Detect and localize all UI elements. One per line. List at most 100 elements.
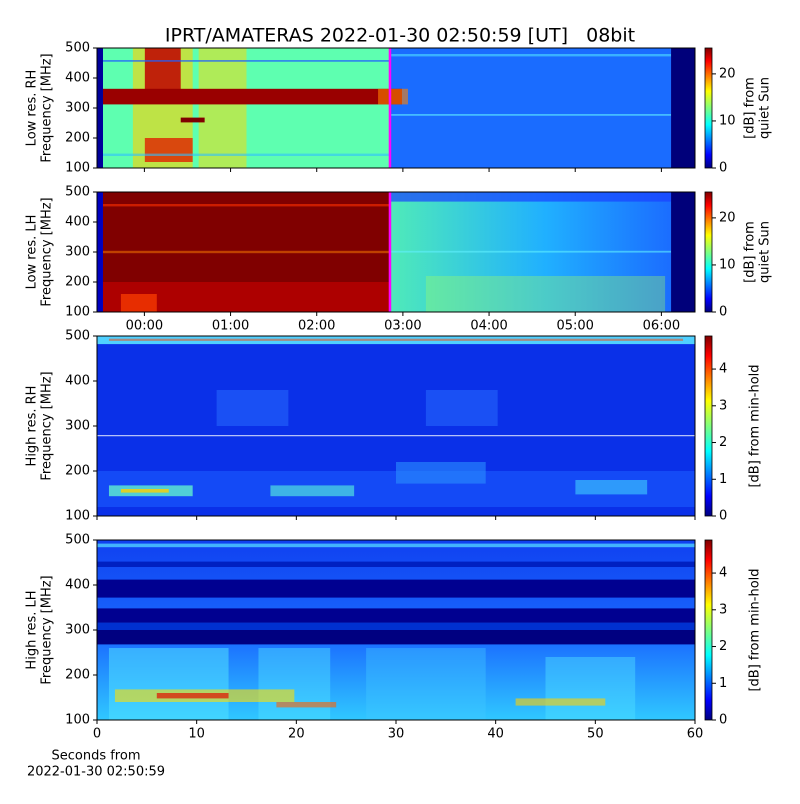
spectrogram-region xyxy=(270,485,355,497)
spectrogram-region xyxy=(180,117,205,123)
colorbar-label: [dB] from xyxy=(743,221,758,283)
spectrogram-region xyxy=(425,276,666,312)
y-axis-label: Frequency [MHz] xyxy=(40,197,55,306)
colorbar-label: [dB] from xyxy=(743,77,758,139)
y-axis-label: Frequency [MHz] xyxy=(40,371,55,480)
x-tick-label: 10 xyxy=(188,727,205,742)
y-axis-label: Low res. RH xyxy=(25,70,40,147)
spectrogram-region xyxy=(198,48,247,168)
colorbar-label: [dB] from min-hold xyxy=(748,568,763,691)
colorbar-tick-label: 20 xyxy=(719,210,736,225)
colorbar-tick-label: 4 xyxy=(719,362,727,377)
colorbar-tick-label: 4 xyxy=(719,566,727,581)
spectrogram-region xyxy=(575,480,648,495)
colorbar-label: quiet Sun xyxy=(758,221,773,283)
spectrogram-region xyxy=(156,693,229,699)
y-tick-label: 200 xyxy=(65,464,90,479)
chart-title: IPRT/AMATERAS 2022-01-30 02:50:59 [UT] 0… xyxy=(165,25,635,47)
x-tick-label: 02:00 xyxy=(298,319,335,334)
y-axis-label: High res. RH xyxy=(25,386,40,467)
spectrogram-region xyxy=(425,390,498,426)
spectrogram-region xyxy=(97,435,695,437)
y-axis-label: Low res. LH xyxy=(25,215,40,290)
x-tick-label: 50 xyxy=(587,727,604,742)
colorbar-label: [dB] from min-hold xyxy=(748,364,763,487)
colorbar-tick-label: 1 xyxy=(719,676,727,691)
y-tick-label: 500 xyxy=(65,533,90,548)
colorbar-tick-label: 3 xyxy=(719,398,727,413)
y-tick-label: 100 xyxy=(65,509,90,524)
spectrogram-region xyxy=(97,561,695,567)
spectrogram-region xyxy=(102,88,402,105)
spectrogram-region xyxy=(97,48,103,168)
x-tick-label: 05:00 xyxy=(556,319,593,334)
spectrogram-region xyxy=(102,60,391,62)
spectrogram-region xyxy=(102,153,391,156)
y-tick-label: 400 xyxy=(65,215,90,230)
x-tick-label: 20 xyxy=(288,727,305,742)
spectrogram-region xyxy=(515,698,606,706)
y-tick-label: 400 xyxy=(65,71,90,86)
spectrogram-region xyxy=(120,294,157,312)
y-tick-label: 300 xyxy=(65,623,90,638)
spectrogram-region xyxy=(390,250,672,253)
spectrogram-region xyxy=(396,462,486,484)
x-tick-label: 00:00 xyxy=(126,319,163,334)
spectrogram xyxy=(97,48,695,168)
colorbar-tick-label: 2 xyxy=(719,639,727,654)
spectrogram xyxy=(97,336,695,516)
spectrogram-region xyxy=(671,48,695,168)
y-tick-label: 300 xyxy=(65,101,90,116)
spectrogram-region xyxy=(97,579,695,598)
spectrogram-region xyxy=(545,657,636,720)
spectrogram-region xyxy=(390,54,672,57)
colorbar xyxy=(704,191,713,313)
y-tick-label: 100 xyxy=(65,713,90,728)
y-tick-label: 500 xyxy=(65,329,90,344)
y-axis-label: Frequency [MHz] xyxy=(40,53,55,162)
spectrogram-region xyxy=(258,648,331,720)
colorbar xyxy=(704,47,713,169)
y-tick-label: 400 xyxy=(65,578,90,593)
colorbar-tick-label: 1 xyxy=(719,472,727,487)
x-axis-label: Seconds from xyxy=(51,749,140,764)
spectrogram-region xyxy=(366,648,486,720)
colorbar-tick-label: 0 xyxy=(719,713,727,728)
colorbar-tick-label: 2 xyxy=(719,435,727,450)
y-tick-label: 400 xyxy=(65,374,90,389)
colorbar-tick-label: 10 xyxy=(719,113,736,128)
spectrogram-region xyxy=(390,114,672,116)
spectrogram-region xyxy=(102,250,391,254)
spectrogram-region xyxy=(671,192,695,312)
y-tick-label: 100 xyxy=(65,305,90,320)
y-tick-label: 500 xyxy=(65,41,90,56)
colorbar-tick-label: 20 xyxy=(719,66,736,81)
colorbar-tick-label: 3 xyxy=(719,602,727,617)
spectrogram-region xyxy=(144,138,193,162)
spectrogram-region xyxy=(390,192,672,202)
y-tick-label: 500 xyxy=(65,185,90,200)
colorbar-tick-label: 10 xyxy=(719,257,736,272)
y-tick-label: 200 xyxy=(65,131,90,146)
colorbar-tick-label: 0 xyxy=(719,305,727,320)
colorbar-label: quiet Sun xyxy=(758,77,773,139)
spectrogram-region xyxy=(120,489,169,493)
x-tick-label: 30 xyxy=(388,727,405,742)
spectrogram-region xyxy=(97,543,695,548)
spectrogram-region xyxy=(97,622,695,632)
spectrogram-region xyxy=(102,204,391,207)
spectrogram-region xyxy=(108,338,684,341)
colorbar xyxy=(704,335,713,517)
spectrogram-region xyxy=(97,192,103,312)
spectrogram-region xyxy=(108,648,229,720)
spectrogram-region xyxy=(378,88,408,105)
x-tick-label: 06:00 xyxy=(643,319,680,334)
colorbar-tick-label: 0 xyxy=(719,509,727,524)
y-axis-label: Frequency [MHz] xyxy=(40,575,55,684)
x-tick-label: 01:00 xyxy=(212,319,249,334)
spectrogram-region xyxy=(97,608,695,623)
y-tick-label: 200 xyxy=(65,275,90,290)
spectrogram xyxy=(97,192,695,312)
x-axis-label: 2022-01-30 02:50:59 xyxy=(27,765,165,780)
